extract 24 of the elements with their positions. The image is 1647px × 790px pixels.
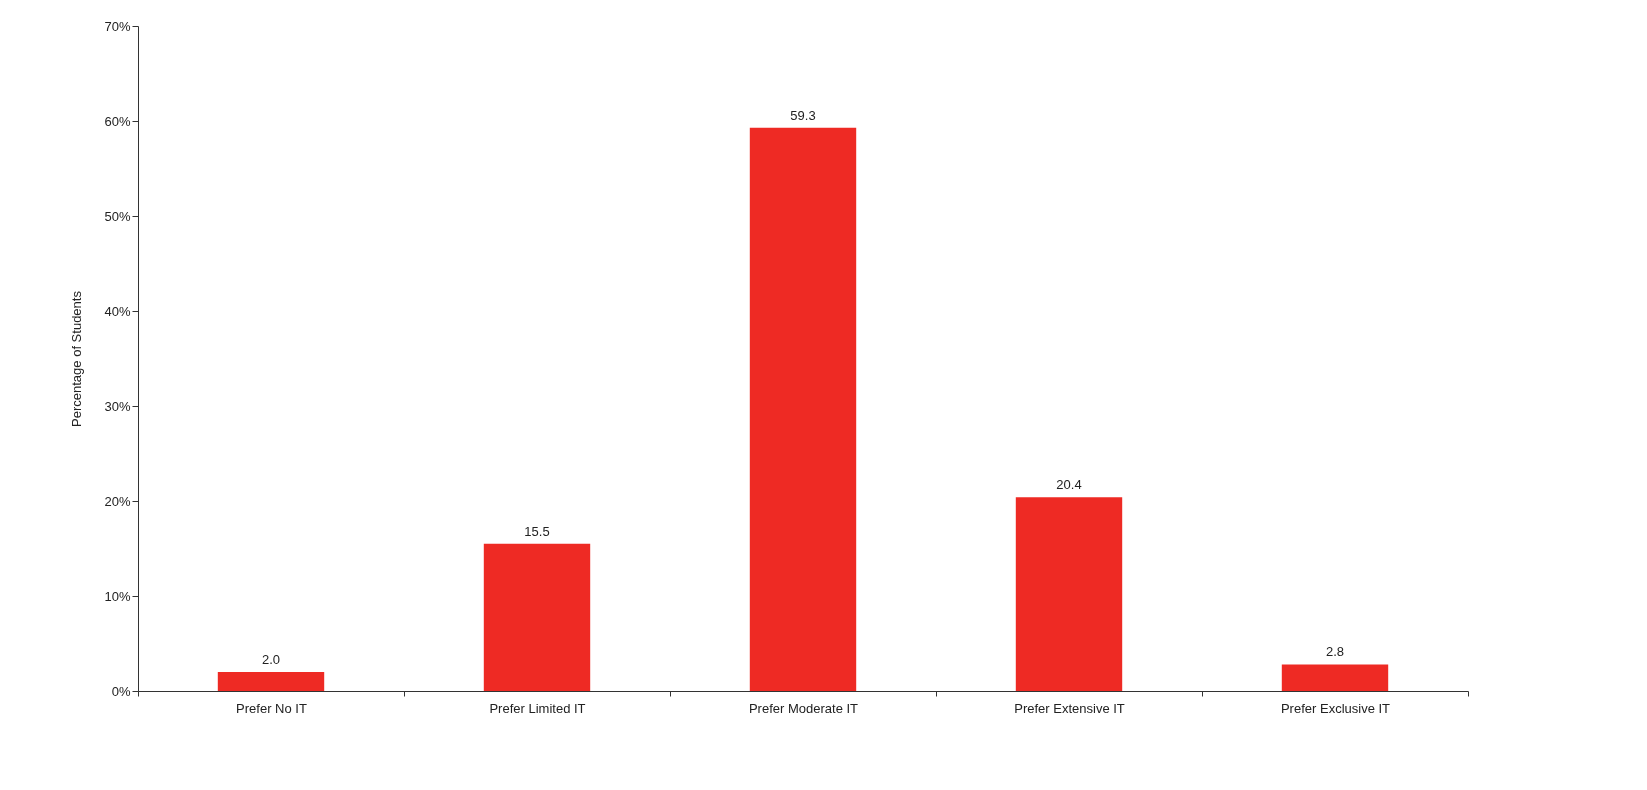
x-tick-label: Prefer Limited IT bbox=[489, 700, 586, 716]
y-tick-label: 30% bbox=[104, 398, 131, 414]
bar bbox=[1015, 497, 1123, 691]
bar bbox=[1281, 664, 1389, 691]
y-axis-title: Percentage of Students bbox=[69, 290, 85, 427]
y-tick-label: 10% bbox=[104, 588, 131, 604]
data-label: 20.4 bbox=[1056, 477, 1082, 493]
bar bbox=[217, 672, 325, 691]
bar bbox=[749, 127, 857, 691]
x-tick-label: Prefer Exclusive IT bbox=[1280, 700, 1391, 716]
y-tick-label: 50% bbox=[104, 208, 131, 224]
x-tick-label: Prefer No IT bbox=[236, 700, 307, 716]
data-label: 2.0 bbox=[261, 652, 281, 667]
data-label: 2.8 bbox=[1325, 644, 1345, 660]
y-tick-label: 40% bbox=[104, 303, 131, 319]
bar bbox=[483, 543, 591, 691]
y-tick-label: 0% bbox=[111, 683, 131, 699]
y-tick-label: 20% bbox=[104, 493, 131, 509]
data-label: 15.5 bbox=[524, 523, 550, 539]
y-tick-label: 70% bbox=[104, 18, 131, 34]
x-tick-label: Prefer Moderate IT bbox=[748, 700, 859, 716]
y-tick-label: 60% bbox=[104, 113, 131, 129]
x-tick-label: Prefer Extensive IT bbox=[1014, 700, 1125, 716]
data-label: 59.3 bbox=[790, 107, 816, 123]
